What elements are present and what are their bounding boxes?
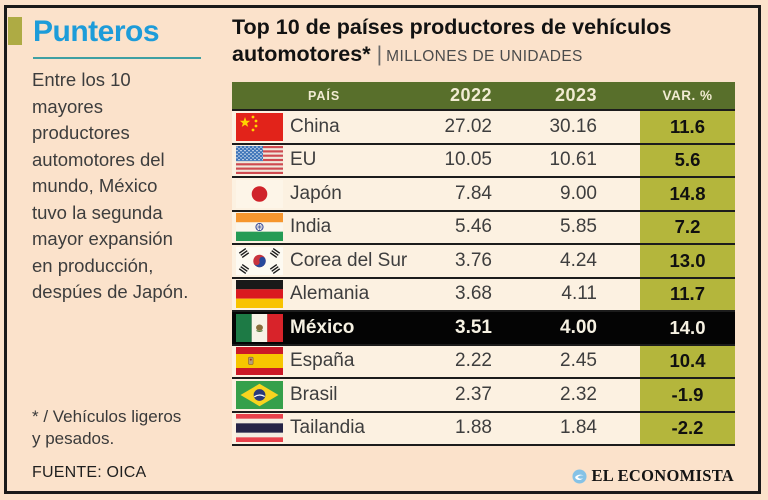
value-2022: 2.22	[455, 350, 492, 372]
value-2023: 5.85	[560, 216, 597, 238]
table-row: China 27.02 30.16 11.6	[232, 111, 735, 145]
country-name: Tailandia	[290, 417, 365, 439]
table-row: Japón 7.84 9.00 14.8	[232, 178, 735, 212]
publisher-name: EL ECONOMISTA	[591, 466, 734, 485]
table-row: España 2.22 2.45 10.4	[232, 345, 735, 379]
value-2023: 2.32	[560, 383, 597, 405]
flag-mexico-icon	[232, 312, 288, 344]
table-header-row: PAÍS 2022 2023 VAR. %	[232, 82, 735, 111]
chart-subtitle: MILLONES DE UNIDADES	[386, 48, 583, 65]
value-2023: 4.24	[560, 249, 597, 271]
value-variation: 5.6	[640, 144, 735, 176]
value-2023: 9.00	[560, 182, 597, 204]
value-variation: -1.9	[640, 379, 735, 411]
table-row: Brasil 2.37 2.32 -1.9	[232, 379, 735, 413]
table-row: EU 10.05 10.61 5.6	[232, 144, 735, 178]
column-header-2022: 2022	[449, 85, 492, 105]
value-variation: 11.6	[640, 111, 735, 143]
chart-title: Top 10 de países productores de vehículo…	[232, 15, 672, 66]
flag-south-korea-icon	[232, 245, 288, 277]
title-underline	[33, 57, 201, 59]
value-2023: 4.00	[560, 316, 597, 338]
section-title: Punteros	[33, 15, 160, 48]
value-variation: -2.2	[640, 412, 735, 444]
page-title: Top 10 de países productores de vehículo…	[232, 14, 744, 70]
summary-text: Entre los 10 mayores productores automot…	[32, 69, 189, 302]
flag-india-icon	[232, 212, 288, 244]
country-name: India	[290, 216, 332, 238]
title-divider: |	[376, 42, 383, 66]
value-2022: 2.37	[455, 383, 492, 405]
country-name: Brasil	[290, 383, 338, 405]
value-2022: 3.76	[455, 249, 492, 271]
source-text: FUENTE: OICA	[32, 464, 147, 481]
value-variation: 14.8	[640, 178, 735, 210]
table-row: Tailandia 1.88 1.84 -2.2	[232, 412, 735, 446]
accent-bar	[8, 17, 22, 45]
value-2022: 10.05	[444, 149, 492, 171]
value-2022: 1.88	[455, 417, 492, 439]
value-2022: 3.68	[455, 283, 492, 305]
country-name: España	[290, 350, 355, 372]
table-row: India 5.46 5.85 7.2	[232, 211, 735, 245]
value-variation: 7.2	[640, 211, 735, 243]
value-variation: 11.7	[640, 278, 735, 310]
value-2023: 2.45	[560, 350, 597, 372]
value-2023: 30.16	[549, 115, 597, 137]
flag-brazil-icon	[232, 379, 288, 411]
value-2022: 5.46	[455, 216, 492, 238]
production-table: PAÍS 2022 2023 VAR. % China 27.02 30.16 …	[232, 82, 735, 446]
country-name: EU	[290, 149, 317, 171]
el-economista-logo-icon	[571, 468, 587, 484]
column-header-country: PAÍS	[308, 88, 341, 103]
flag-usa-icon	[232, 145, 288, 177]
country-name: China	[290, 115, 340, 137]
value-variation: 13.0	[640, 245, 735, 277]
value-variation: 14.0	[640, 312, 735, 344]
flag-japan-icon	[232, 178, 288, 210]
table-row-highlighted: México 3.51 4.00 14.0	[232, 312, 735, 346]
column-header-2023: 2023	[554, 85, 597, 105]
value-2022: 27.02	[444, 115, 492, 137]
table-row: Alemania 3.68 4.11 11.7	[232, 278, 735, 312]
footnote-text: * / Vehículos ligeros y pesados.	[32, 407, 182, 448]
table-row: Corea del Sur 3.76 4.24 13.0	[232, 245, 735, 279]
value-2023: 1.84	[560, 417, 597, 439]
value-2022: 3.51	[455, 316, 492, 338]
flag-thailand-icon	[232, 413, 288, 445]
flag-spain-icon	[232, 346, 288, 378]
value-2023: 4.11	[561, 283, 597, 305]
country-name: Japón	[290, 182, 342, 204]
country-name: México	[290, 316, 355, 338]
flag-germany-icon	[232, 279, 288, 311]
publisher-brand: EL ECONOMISTA	[571, 466, 735, 486]
value-variation: 10.4	[640, 345, 735, 377]
flag-china-icon	[232, 111, 288, 143]
page-frame	[4, 5, 761, 494]
column-header-variation: VAR. %	[662, 88, 713, 103]
country-name: Alemania	[290, 283, 370, 305]
value-2022: 7.84	[455, 182, 492, 204]
country-name: Corea del Sur	[290, 249, 408, 271]
value-2023: 10.61	[549, 149, 597, 171]
